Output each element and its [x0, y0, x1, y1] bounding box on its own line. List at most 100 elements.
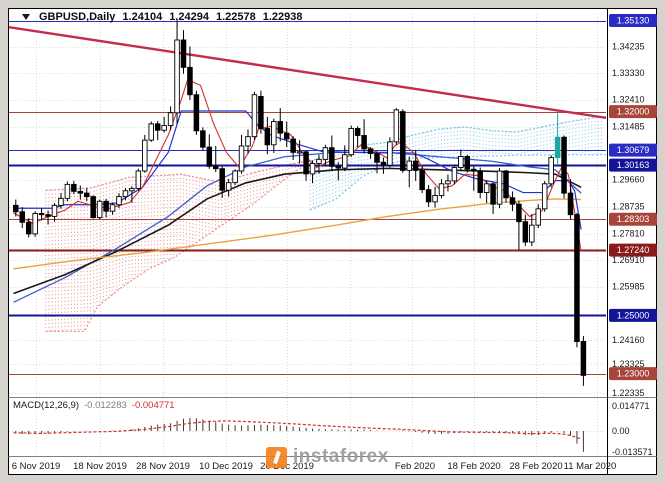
price-level-badge	[609, 14, 657, 27]
price-tick-label: 1.22335	[612, 388, 645, 398]
price-level-badge	[609, 243, 657, 257]
date-label: 28 Feb 2020	[509, 461, 562, 472]
date-label: 6 Nov 2019	[12, 461, 61, 472]
candle	[283, 132, 290, 140]
candle	[316, 158, 322, 164]
candle	[567, 192, 574, 216]
price-level-badge-label: 1.30679	[617, 145, 650, 155]
candle	[142, 139, 148, 172]
candle	[19, 211, 26, 223]
candle	[238, 145, 245, 172]
price-tick-label: 1.28735	[612, 202, 645, 212]
high-value: 1.24294	[169, 11, 209, 23]
candle	[490, 183, 496, 205]
candle	[251, 94, 258, 138]
price-level-badge	[609, 308, 657, 322]
candle	[167, 112, 174, 127]
candle	[25, 221, 32, 235]
candle	[245, 136, 251, 147]
candle	[419, 169, 425, 191]
price-level-badge	[609, 143, 657, 157]
price-level-badge	[609, 105, 657, 119]
open-value: 1.24104	[122, 11, 163, 23]
candle	[51, 204, 58, 217]
candle	[232, 170, 238, 184]
low-value: 1.22578	[215, 11, 256, 23]
candle	[225, 182, 232, 191]
candle	[122, 190, 129, 198]
candle	[477, 170, 483, 193]
candle	[258, 96, 264, 129]
price-tick-label: 1.34235	[612, 42, 645, 52]
candle	[193, 94, 200, 132]
candle	[174, 39, 180, 114]
pane-separators	[8, 8, 657, 475]
price-tick-label: 1.32410	[612, 95, 645, 105]
price-level-badge	[609, 367, 657, 381]
candle	[529, 224, 535, 243]
candle	[496, 170, 503, 205]
candle	[400, 111, 406, 171]
price-tick-label: 1.29660	[612, 175, 645, 185]
candle	[309, 162, 316, 175]
candle	[503, 170, 509, 199]
price-tick-label: 1.26910	[612, 255, 645, 265]
macd-axis-label: 0.00	[612, 426, 630, 436]
macd-axis-label: -0.013571	[612, 447, 653, 457]
candle	[393, 109, 400, 143]
candle	[458, 155, 464, 168]
price-level-badge-label: 1.35130	[617, 16, 650, 26]
close-value: 1.22938	[262, 11, 303, 23]
candle	[561, 136, 567, 194]
candle	[432, 195, 438, 203]
candle	[574, 214, 580, 343]
candle	[271, 121, 277, 146]
price-tick-label: 1.23325	[612, 359, 645, 369]
candle	[380, 161, 387, 166]
candle	[342, 154, 348, 169]
symbol-info: GBPUSD,Daily 1.24104 1.24294 1.22578 1.2…	[22, 11, 302, 23]
candle	[71, 183, 77, 192]
candle	[83, 192, 90, 198]
price-axis: 1.34235 1.33330 1.32410 1.31485 1.29660 1.287…	[609, 14, 657, 398]
candle	[303, 151, 309, 175]
candle	[154, 123, 161, 131]
price-level-badge-label: 1.25000	[617, 310, 650, 320]
candle	[464, 155, 471, 170]
price-level-badge-label: 1.30163	[617, 160, 650, 170]
candle	[206, 146, 213, 167]
candle	[580, 341, 587, 376]
price-level-badge-label: 1.23000	[617, 369, 650, 379]
date-label: 18 Feb 2020	[447, 461, 500, 472]
candle	[471, 168, 477, 172]
candle	[516, 203, 522, 223]
symbol-timeframe-label: GBPUSD,Daily	[39, 11, 116, 23]
candle	[367, 148, 374, 154]
chart-frame	[8, 8, 657, 475]
date-label: 18 Nov 2019	[73, 461, 127, 472]
candle	[200, 130, 206, 148]
price-level-badge-label: 1.32000	[617, 107, 650, 117]
watermark-text: instaforex	[293, 446, 389, 467]
candle	[109, 204, 116, 212]
date-label: 10 Dec 2019	[199, 461, 253, 472]
candle	[96, 200, 103, 219]
candle	[32, 213, 38, 235]
chart-marker-icon	[22, 14, 30, 20]
price-tick-label: 1.25985	[612, 282, 645, 292]
trendline[interactable]	[8, 25, 607, 120]
candle	[554, 136, 561, 159]
candle	[522, 221, 529, 243]
candle	[535, 208, 542, 226]
ichimoku-cloud	[45, 116, 606, 332]
candle	[438, 183, 445, 196]
candle	[387, 141, 393, 166]
price-level-badge	[609, 212, 657, 226]
date-label: 28 Nov 2019	[136, 461, 190, 472]
candle	[90, 196, 96, 219]
candle	[335, 165, 342, 169]
candle	[348, 128, 354, 156]
candle	[129, 188, 135, 192]
